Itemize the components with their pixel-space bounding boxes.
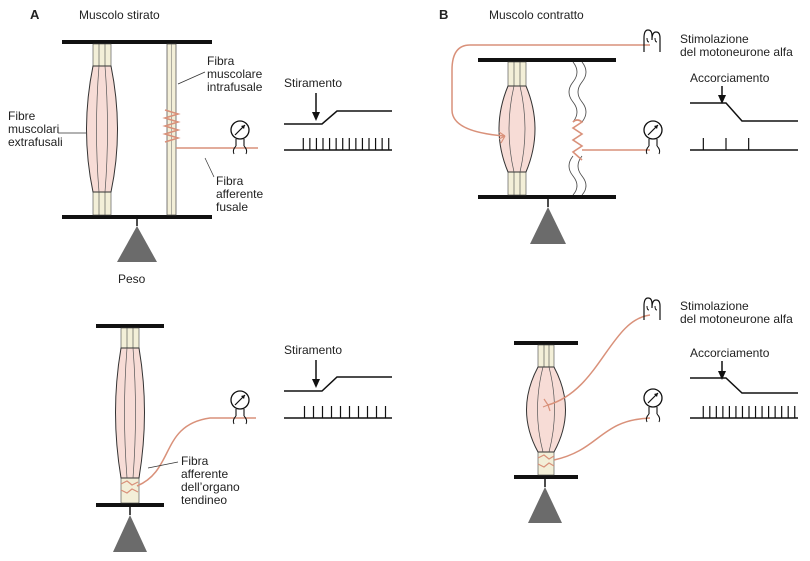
spike-train-b-bottom	[702, 406, 796, 418]
extrafusal-muscle	[86, 65, 118, 193]
panel-b-title: Muscolo contratto	[489, 8, 584, 22]
intrafusal-label: Fibra muscolare intrafusale	[207, 54, 263, 94]
contracted-muscle	[498, 85, 536, 173]
spike-train-b-top	[702, 138, 750, 150]
stimulator-icon	[643, 29, 661, 53]
arrow-down-icon	[718, 95, 726, 104]
tendon-afferent-label: Fibra afferente dell’organo tendineo	[181, 454, 240, 507]
panel-a-top	[58, 40, 392, 262]
slack-intrafusal-fiber	[568, 61, 587, 123]
tendon-afferent-fiber	[136, 417, 256, 487]
tendon-organ	[120, 480, 139, 494]
spindle-afferent-label: Fibra afferente fusale	[216, 174, 264, 214]
spike-train-a-bottom	[303, 406, 387, 418]
tendon-afferent-fiber	[553, 417, 651, 461]
arrow-down-icon	[312, 379, 320, 388]
stretch-trace-top	[284, 110, 392, 125]
alpha-stim-label-bottom: Stimolazione del motoneurone alfa	[680, 299, 793, 326]
spindle-spiral	[162, 109, 181, 143]
panel-a-title: Muscolo stirato	[79, 8, 160, 22]
shortening-trace-bottom	[690, 377, 798, 394]
recording-gauge-icon	[643, 120, 663, 155]
alpha-motor-nerve	[451, 44, 650, 137]
stretch-label-top: Stiramento	[284, 76, 343, 90]
alpha-stim-label-top: Stimolazione del motoneurone alfa	[680, 32, 793, 59]
panel-b-bottom	[514, 297, 798, 523]
weight-label: Peso	[118, 272, 146, 286]
recording-gauge-icon	[230, 390, 250, 425]
weight-icon	[117, 226, 157, 262]
alpha-motor-nerve	[547, 314, 651, 406]
recording-gauge-icon	[230, 120, 250, 155]
arrow-down-icon	[312, 112, 320, 121]
panel-b-top	[451, 29, 798, 244]
stretch-trace-bottom	[284, 376, 392, 392]
muscle-body	[115, 347, 145, 479]
panel-b-letter: B	[439, 7, 449, 22]
recording-gauge-icon	[643, 388, 663, 423]
panel-a-bottom	[96, 324, 392, 552]
spike-train-a-top	[302, 138, 390, 150]
weight-icon	[528, 487, 562, 523]
shortening-label-top: Accorciamento	[690, 71, 770, 85]
extrafusal-label: Fibre muscolari extrafusali	[8, 109, 63, 149]
weight-icon	[530, 207, 566, 244]
weight-icon	[113, 515, 147, 552]
panel-a-letter: A	[30, 7, 40, 22]
stimulator-icon	[643, 297, 661, 321]
contracted-muscle	[526, 366, 566, 453]
shortening-label-bottom: Accorciamento	[690, 346, 770, 360]
stretch-label-bottom: Stiramento	[284, 343, 343, 357]
arrow-down-icon	[718, 371, 726, 380]
shortening-trace-top	[690, 102, 798, 122]
